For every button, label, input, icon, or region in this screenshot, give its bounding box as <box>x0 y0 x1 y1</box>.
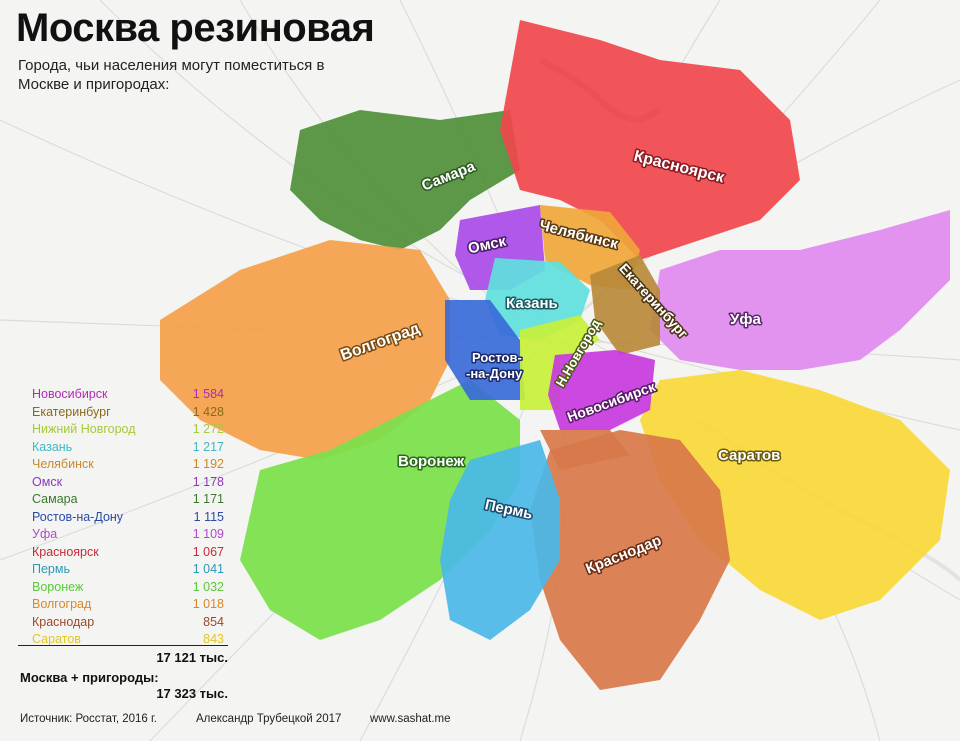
total-divider <box>18 645 228 646</box>
page-subtitle: Города, чьи населения могут поместиться … <box>18 57 325 93</box>
legend-row: Пермь 1 041 <box>22 561 232 579</box>
legend-row: Воронеж 1 032 <box>22 579 232 597</box>
legend-city-population: 1 428 <box>192 404 224 419</box>
label-kazan: Казань <box>506 295 558 312</box>
moscow-value: 17 323 тыс. <box>156 686 228 701</box>
legend-row: Саратов 843 <box>22 631 232 649</box>
legend-city-population: 1 041 <box>192 562 224 576</box>
legend-city-name: Воронеж <box>32 579 84 594</box>
label-voronezh: Воронеж <box>398 453 465 470</box>
page-title: Москва резиновая <box>16 6 375 50</box>
label-ufa: Уфа <box>730 311 761 328</box>
legend-city-population: 1 272 <box>192 422 224 436</box>
legend-city-population: 1 018 <box>192 597 224 611</box>
legend-row: Красноярск 1 067 <box>22 544 232 562</box>
legend-city-name: Омск <box>32 474 63 489</box>
legend-city-name: Екатеринбург <box>32 404 111 419</box>
legend: Новосибирск 1 584 Екатеринбург 1 428 Нижний … <box>22 386 232 649</box>
legend-city-population: 1 217 <box>192 439 224 454</box>
legend-row: Краснодар 854 <box>22 614 232 632</box>
legend-city-name: Саратов <box>32 632 81 646</box>
legend-city-population: 1 115 <box>193 509 224 524</box>
legend-row: Уфа 1 109 <box>22 526 232 544</box>
legend-row: Омск 1 178 <box>22 474 232 492</box>
legend-city-population: 1 171 <box>192 492 224 506</box>
legend-city-name: Пермь <box>32 562 70 576</box>
legend-city-population: 1 032 <box>192 579 224 594</box>
moscow-label: Москва + пригороды: <box>20 670 159 685</box>
region-volgograd <box>160 240 450 460</box>
legend-city-population: 1 192 <box>192 457 224 471</box>
total-value: 17 121 тыс. <box>156 650 228 665</box>
legend-city-name: Казань <box>32 439 73 454</box>
region-krasnoyarsk <box>500 20 800 260</box>
region-ufa <box>650 210 950 370</box>
legend-row: Новосибирск 1 584 <box>22 386 232 404</box>
legend-city-name: Волгоград <box>32 597 92 611</box>
region-ekaterinburg <box>590 255 660 355</box>
region-center-south <box>540 430 630 470</box>
label-rostov-2: -на-Дону <box>466 366 523 381</box>
legend-city-population: 1 109 <box>192 527 224 541</box>
legend-row: Волгоград 1 018 <box>22 596 232 614</box>
region-krasnodar <box>530 430 730 690</box>
region-voronezh <box>240 380 520 640</box>
legend-city-name: Самара <box>32 492 78 506</box>
legend-city-name: Нижний Новгород <box>32 422 136 436</box>
legend-city-name: Новосибирск <box>32 387 108 401</box>
label-saratov: Саратов <box>718 447 780 464</box>
legend-city-population: 1 178 <box>192 474 224 489</box>
footer-author: Александр Трубецкой 2017 <box>196 713 342 725</box>
region-rostov <box>445 300 525 400</box>
label-rostov-1: Ростов- <box>472 350 522 365</box>
legend-city-name: Челябинск <box>32 457 94 471</box>
legend-city-population: 1 584 <box>192 387 224 401</box>
legend-city-name: Ростов-на-Дону <box>32 509 124 524</box>
legend-row: Екатеринбург 1 428 <box>22 404 232 422</box>
footer-source: Источник: Росстат, 2016 г. <box>20 713 157 725</box>
legend-city-population: 1 067 <box>192 544 224 559</box>
region-samara <box>290 110 520 250</box>
legend-city-name: Уфа <box>32 527 58 541</box>
legend-row: Нижний Новгород 1 272 <box>22 421 232 439</box>
legend-city-name: Красноярск <box>32 544 99 559</box>
legend-row: Челябинск 1 192 <box>22 456 232 474</box>
legend-row: Ростов-на-Дону 1 115 <box>22 509 232 527</box>
legend-row: Казань 1 217 <box>22 439 232 457</box>
footer-site[interactable]: www.sashat.me <box>370 713 451 725</box>
region-novosibirsk <box>548 350 655 430</box>
region-saratov <box>640 370 950 620</box>
legend-city-population: 854 <box>203 614 224 629</box>
region-perm <box>440 440 560 640</box>
legend-row: Самара 1 171 <box>22 491 232 509</box>
legend-city-population: 843 <box>203 632 224 646</box>
legend-city-name: Краснодар <box>32 614 95 629</box>
